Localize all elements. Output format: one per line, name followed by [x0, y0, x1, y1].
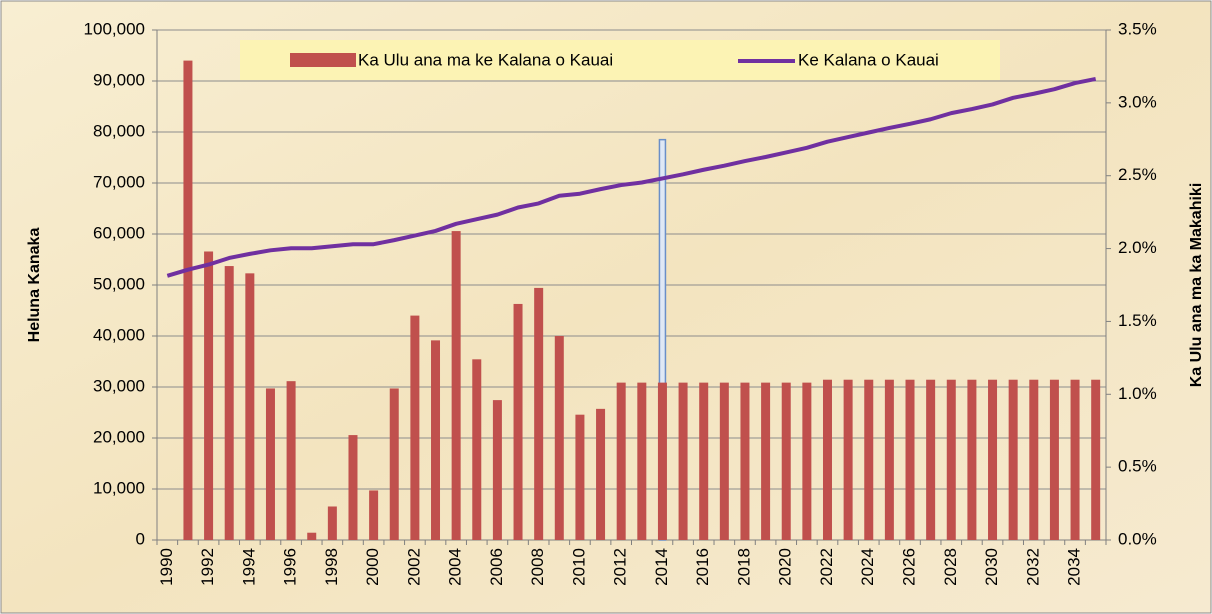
- bar: [822, 379, 832, 540]
- bar: [245, 273, 255, 540]
- bar: [1091, 379, 1101, 540]
- bar: [843, 379, 853, 540]
- bar: [389, 388, 399, 540]
- y2-tick-label: 3.5%: [1118, 19, 1157, 38]
- y2-tick-label: 1.5%: [1118, 311, 1157, 330]
- y2-tick-label: 0.0%: [1118, 529, 1157, 548]
- bar: [926, 379, 936, 540]
- bar: [988, 379, 998, 540]
- x-tick-label: 2030: [982, 548, 1001, 586]
- bar: [905, 379, 915, 540]
- bar: [1070, 379, 1080, 540]
- x-tick-label: 2022: [817, 548, 836, 586]
- bar: [534, 287, 544, 540]
- bar: [575, 414, 585, 540]
- bar: [307, 532, 317, 540]
- bar: [183, 60, 193, 540]
- bar: [492, 400, 502, 540]
- bar: [802, 382, 812, 540]
- line: [166, 76, 1097, 278]
- legend-label: Ke Kalana o Kauai: [798, 50, 939, 69]
- bar: [761, 382, 771, 540]
- x-tick-label: 2032: [1023, 548, 1042, 586]
- bar: [265, 388, 275, 540]
- bar: [554, 336, 564, 540]
- bar: [410, 315, 420, 540]
- bar: [637, 382, 647, 540]
- bar: [678, 382, 688, 540]
- bar: [719, 382, 729, 540]
- y-tick-label: 50,000: [93, 274, 145, 293]
- y-tick-label: 30,000: [93, 376, 145, 395]
- x-tick-label: 1998: [322, 548, 341, 586]
- legend-box: [240, 40, 1000, 80]
- x-tick-label: 1994: [239, 548, 258, 586]
- bar: [513, 303, 523, 540]
- y-tick-label: 60,000: [93, 223, 145, 242]
- y-tick-label: 100,000: [84, 19, 145, 38]
- bar: [657, 382, 667, 540]
- x-tick-label: 2034: [1065, 548, 1084, 586]
- x-tick-label: 2024: [858, 548, 877, 586]
- y-tick-label: 0: [136, 529, 145, 548]
- x-tick-label: 2008: [528, 548, 547, 586]
- bar: [946, 379, 956, 540]
- bar: [1049, 379, 1059, 540]
- bar: [348, 435, 358, 540]
- y2-tick-label: 2.0%: [1118, 238, 1157, 257]
- bar: [431, 340, 441, 540]
- bar: [967, 379, 977, 540]
- y2-tick-label: 3.0%: [1118, 92, 1157, 111]
- x-tick-label: 2000: [363, 548, 382, 586]
- bar: [740, 382, 750, 540]
- legend-swatch: [290, 53, 356, 67]
- x-tick-label: 2020: [776, 548, 795, 586]
- bar: [204, 251, 214, 540]
- y-tick-label: 80,000: [93, 121, 145, 140]
- x-tick-label: 2028: [941, 548, 960, 586]
- y2-axis-label: Ka Ulu ana ma ka Makahiki: [1188, 183, 1205, 388]
- legend-label: Ka Ulu ana ma ke Kalana o Kauai: [358, 50, 613, 69]
- y-tick-label: 70,000: [93, 172, 145, 191]
- bar: [286, 381, 296, 540]
- x-tick-label: 2010: [569, 548, 588, 586]
- bar: [781, 382, 791, 540]
- x-tick-label: 1990: [157, 548, 176, 586]
- bar: [1008, 379, 1018, 540]
- y-tick-label: 40,000: [93, 325, 145, 344]
- bar: [451, 231, 461, 541]
- x-tick-label: 2014: [652, 548, 671, 586]
- y2-tick-label: 1.0%: [1118, 384, 1157, 403]
- x-tick-label: 2012: [611, 548, 630, 586]
- bar: [472, 359, 482, 540]
- bar: [864, 379, 874, 540]
- bar: [369, 490, 379, 540]
- x-tick-label: 2004: [446, 548, 465, 586]
- bar: [224, 266, 234, 540]
- y2-tick-label: 2.5%: [1118, 165, 1157, 184]
- x-tick-label: 2026: [899, 548, 918, 586]
- y-tick-label: 10,000: [93, 478, 145, 497]
- x-tick-label: 1992: [198, 548, 217, 586]
- bar: [327, 506, 337, 540]
- bar: [616, 382, 626, 540]
- y2-tick-label: 0.5%: [1118, 457, 1157, 476]
- y-tick-label: 90,000: [93, 70, 145, 89]
- x-tick-label: 2016: [693, 548, 712, 586]
- y-tick-label: 20,000: [93, 427, 145, 446]
- x-tick-label: 2002: [404, 548, 423, 586]
- x-tick-label: 1996: [281, 548, 300, 586]
- bar: [884, 379, 894, 540]
- bar: [1029, 379, 1039, 540]
- bar: [596, 408, 606, 540]
- x-tick-label: 2018: [734, 548, 753, 586]
- y-axis-label: Heluna Kanaka: [26, 228, 43, 343]
- x-tick-label: 2006: [487, 548, 506, 586]
- bar: [699, 382, 709, 540]
